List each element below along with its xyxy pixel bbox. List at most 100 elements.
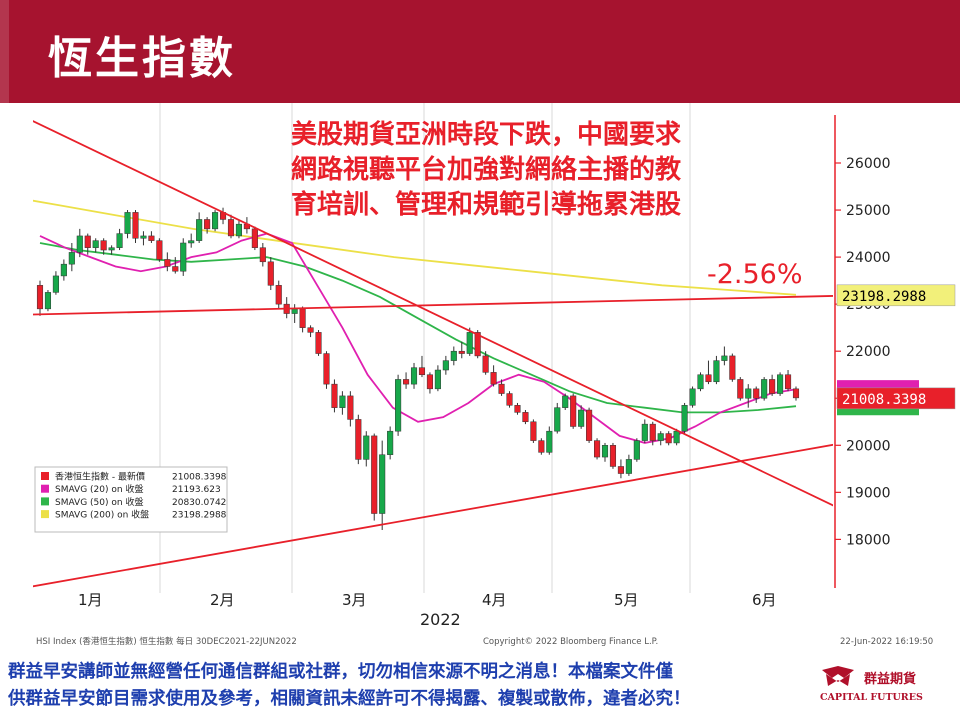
x-axis: 1月 2月 3月 4月 5月 6月 bbox=[78, 591, 777, 609]
candle-body bbox=[116, 233, 123, 248]
candle-body bbox=[371, 435, 378, 514]
candle-body bbox=[665, 433, 672, 444]
disclaimer: 群益早安講師並無經營任何通信群組或社群，切勿相信來源不明之消息！本檔案文件僅 供… bbox=[8, 659, 808, 713]
legend-series-name: SMAVG (20) on 收盤 bbox=[55, 483, 143, 495]
candle-body bbox=[538, 440, 545, 453]
candle-body bbox=[92, 240, 99, 248]
candle-body bbox=[649, 423, 656, 441]
candle-body bbox=[403, 379, 410, 385]
candle-body bbox=[522, 412, 529, 423]
candle-body bbox=[546, 430, 553, 453]
candle-body bbox=[299, 308, 306, 328]
candle-body bbox=[554, 407, 561, 432]
x-tick-label: 5月 bbox=[614, 591, 639, 609]
candle-body bbox=[331, 383, 338, 408]
candle-body bbox=[498, 383, 505, 394]
candle-body bbox=[769, 379, 776, 394]
logo-chinese-name: 群益期貨 bbox=[864, 671, 916, 687]
candle-body bbox=[164, 259, 171, 267]
candle-body bbox=[140, 235, 147, 239]
candle-body bbox=[482, 355, 489, 373]
x-tick-label: 4月 bbox=[482, 591, 507, 609]
headline-annotation: 美股期貨亞洲時段下跌，中國要求 網路視聽平台加強對網絡主播的教 育培訓、管理和規… bbox=[291, 119, 681, 220]
candle-body bbox=[410, 367, 418, 385]
candle-body bbox=[275, 285, 282, 305]
banner-accent bbox=[0, 0, 9, 103]
candle-body bbox=[578, 409, 585, 427]
resistance-line bbox=[33, 295, 833, 316]
legend-swatch bbox=[41, 484, 49, 493]
candle-body bbox=[84, 235, 91, 248]
candle-body bbox=[196, 219, 203, 241]
x-tick-label: 3月 bbox=[342, 591, 367, 609]
candle-body bbox=[442, 360, 449, 371]
candle-body bbox=[514, 405, 521, 413]
hsi-candlestick-chart: 美股期貨亞洲時段下跌，中國要求 網路視聽平台加強對網絡主播的教 育培訓、管理和規… bbox=[33, 103, 956, 647]
candle-body bbox=[108, 247, 115, 251]
price-tags: 23198.2988 21008.3398 bbox=[836, 284, 956, 416]
candle-body bbox=[76, 235, 83, 253]
candle-body bbox=[148, 235, 155, 241]
candle-body bbox=[347, 395, 354, 420]
candle-body bbox=[124, 212, 131, 234]
candle-body bbox=[387, 430, 394, 455]
candle-body bbox=[792, 388, 800, 399]
headline-line-1: 美股期貨亞洲時段下跌，中國要求 bbox=[291, 119, 681, 150]
legend-series-name: SMAVG (200) on 收盤 bbox=[55, 509, 149, 521]
candle-body bbox=[315, 332, 322, 354]
candle-body bbox=[633, 440, 640, 460]
x-tick-label: 6月 bbox=[752, 591, 777, 609]
capital-logo-icon bbox=[822, 666, 854, 686]
candle-body bbox=[530, 421, 537, 441]
candle-body bbox=[705, 374, 712, 383]
candle-body bbox=[68, 252, 75, 265]
candle-body bbox=[601, 445, 609, 458]
candle-body bbox=[204, 219, 211, 230]
y-axis: 1800019000200002100022000230002400025000… bbox=[835, 156, 891, 548]
candle-body bbox=[379, 454, 386, 514]
candle-body bbox=[227, 219, 235, 237]
price-tag-box bbox=[836, 284, 956, 307]
candle-body bbox=[570, 395, 577, 427]
candle-body bbox=[100, 240, 107, 251]
candle-body bbox=[625, 459, 632, 474]
headline-line-2: 網路視聽平台加強對網絡主播的教 bbox=[291, 154, 681, 185]
legend-rows: 香港恒生指數 - 最新價 21008.3398 SMAVG (20) on 收盤 21… bbox=[41, 471, 227, 521]
candle-body bbox=[307, 327, 314, 333]
candle-body bbox=[188, 240, 195, 244]
candle-body bbox=[673, 430, 680, 444]
year-label: 2022 bbox=[420, 610, 461, 629]
legend-swatch bbox=[41, 497, 49, 506]
candle-body bbox=[235, 223, 242, 237]
capital-futures-logo: 群益期貨 CAPITAL FUTURES bbox=[820, 666, 923, 703]
candle-body bbox=[450, 350, 457, 361]
candle-body bbox=[418, 367, 426, 375]
legend-series-value: 23198.2988 bbox=[172, 511, 227, 521]
candle-body bbox=[506, 393, 513, 406]
candle-body bbox=[681, 405, 688, 432]
title-banner: 恆生指數 bbox=[0, 0, 960, 103]
disclaimer-line-1: 群益早安講師並無經營任何通信群組或社群，切勿相信來源不明之消息！本檔案文件僅 bbox=[8, 662, 673, 682]
candle-body bbox=[784, 374, 792, 390]
price-tag-box bbox=[836, 387, 956, 410]
candle-body bbox=[657, 433, 664, 441]
price-tag-label: 21008.3398 bbox=[842, 392, 926, 408]
candle-body bbox=[355, 419, 362, 460]
plot-layer bbox=[33, 120, 833, 588]
candle-body bbox=[474, 332, 481, 357]
candle-body bbox=[737, 379, 744, 399]
candle-body bbox=[291, 308, 298, 314]
candle-body bbox=[586, 409, 593, 441]
candle-body bbox=[745, 388, 752, 399]
candle-body bbox=[323, 353, 330, 385]
legend-series-name: 香港恒生指數 - 最新價 bbox=[55, 471, 145, 483]
y-tick-label: 24000 bbox=[846, 250, 891, 266]
logo-english-name: CAPITAL FUTURES bbox=[820, 692, 923, 703]
candle-body bbox=[641, 423, 648, 441]
candle-body bbox=[251, 228, 258, 248]
candle-body bbox=[156, 240, 163, 260]
y-tick-label: 20000 bbox=[846, 438, 891, 454]
candle-body bbox=[52, 275, 59, 293]
candle-body bbox=[697, 374, 704, 390]
candle-body bbox=[259, 247, 266, 263]
